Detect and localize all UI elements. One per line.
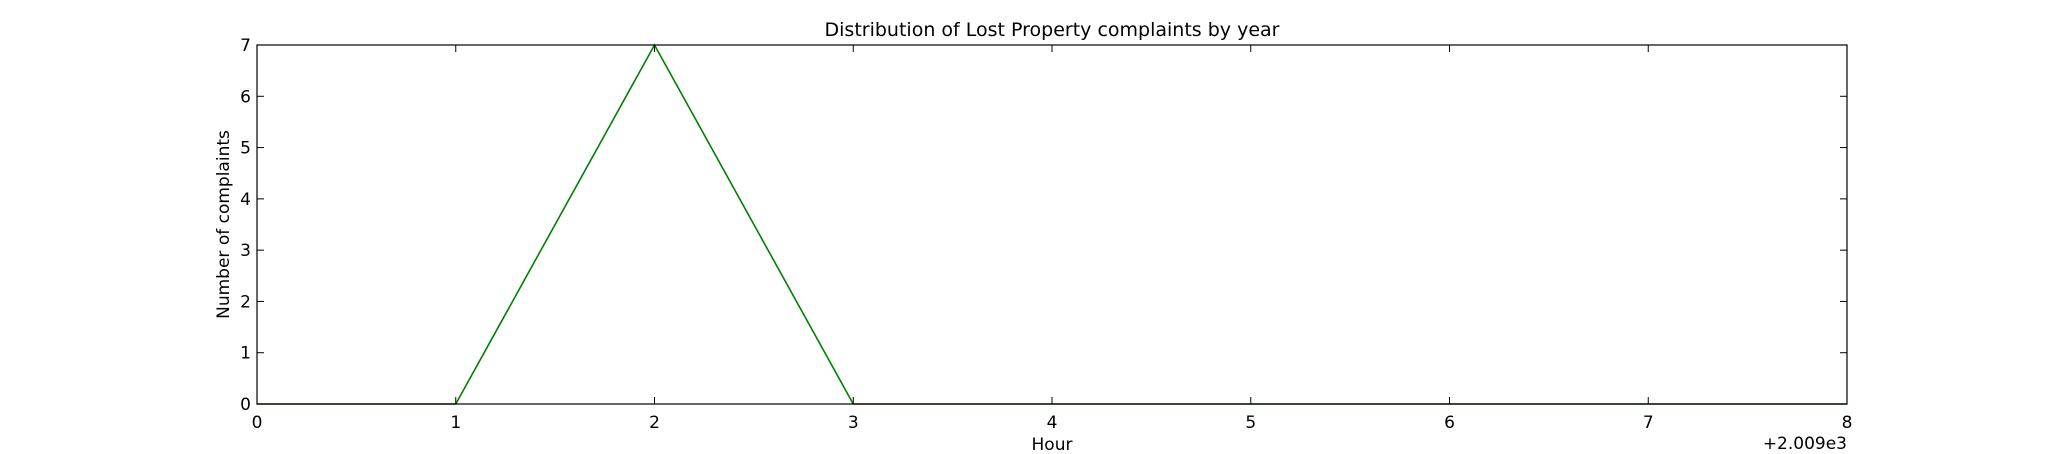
series-line xyxy=(257,43,1847,405)
x-tick-label: 1 xyxy=(450,413,461,433)
x-axis-offset-label: +2.009e3 xyxy=(1763,434,1847,450)
x-tick-label: 0 xyxy=(252,413,263,433)
y-tick-label: 1 xyxy=(240,344,251,364)
x-axis-label: Hour xyxy=(1032,435,1073,450)
series-layer xyxy=(257,43,1847,405)
y-tick-label: 4 xyxy=(240,190,251,210)
x-tick-label: 3 xyxy=(848,413,859,433)
tick-layer: 0 1 2 3 4 5 6 7 8 0 1 2 3 4 5 6 7 xyxy=(240,36,1852,433)
y-tick-label: 5 xyxy=(240,139,251,159)
y-tick-label: 6 xyxy=(240,87,251,107)
x-tick-label: 8 xyxy=(1842,413,1853,433)
plot-frame xyxy=(256,44,1848,405)
x-tick-label: 5 xyxy=(1245,413,1256,433)
y-axis-label: Number of complaints xyxy=(214,130,234,319)
y-tick-label: 2 xyxy=(240,292,251,312)
x-tick-label: 6 xyxy=(1444,413,1455,433)
y-tick-label: 0 xyxy=(240,395,251,415)
y-tick-label: 3 xyxy=(240,241,251,261)
x-tick-label: 4 xyxy=(1047,413,1058,433)
x-tick-label: 2 xyxy=(649,413,660,433)
y-tick-label: 7 xyxy=(240,36,251,56)
chart-title: Distribution of Lost Property complaints… xyxy=(825,19,1280,41)
x-tick-label: 7 xyxy=(1643,413,1654,433)
